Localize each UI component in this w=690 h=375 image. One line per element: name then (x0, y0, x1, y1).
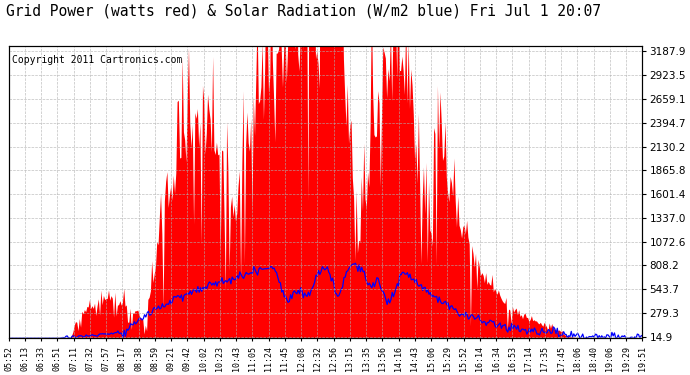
Text: Copyright 2011 Cartronics.com: Copyright 2011 Cartronics.com (12, 55, 182, 64)
Text: Grid Power (watts red) & Solar Radiation (W/m2 blue) Fri Jul 1 20:07: Grid Power (watts red) & Solar Radiation… (6, 4, 601, 19)
